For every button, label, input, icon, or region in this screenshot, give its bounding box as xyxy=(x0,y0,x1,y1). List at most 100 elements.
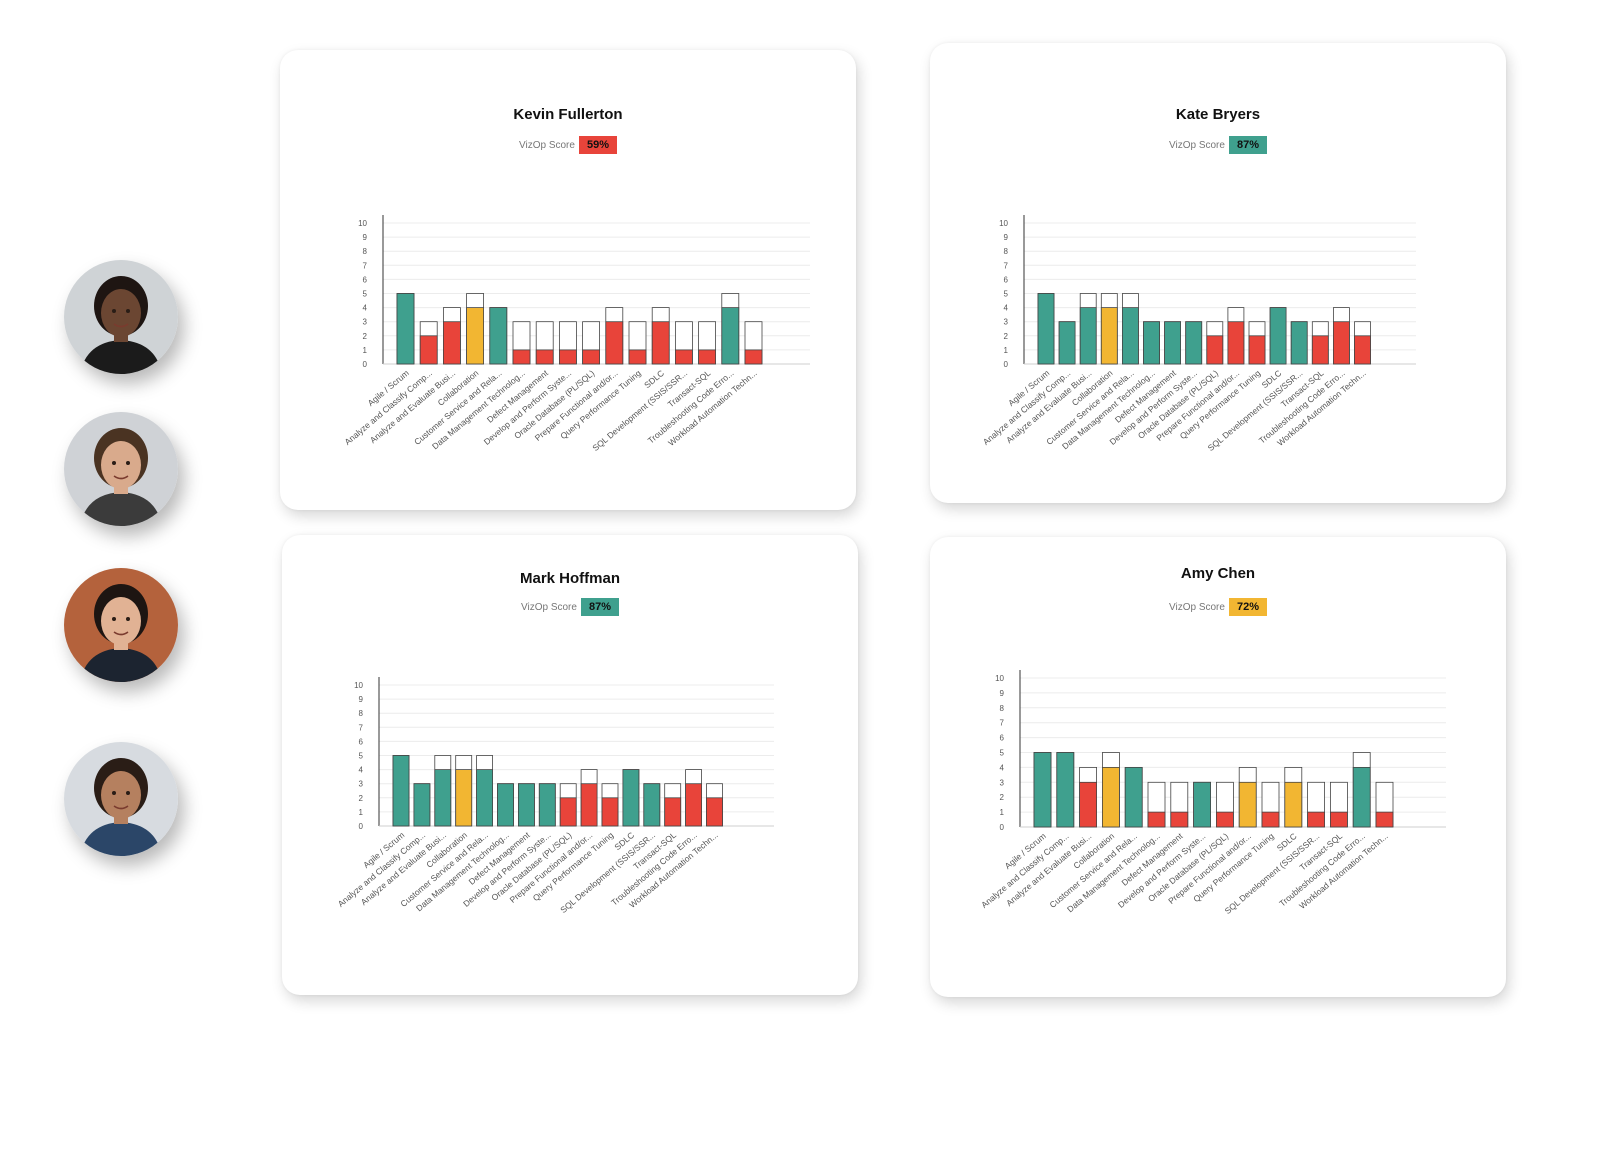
candidate-card-mark-hoffman[interactable]: Mark Hoffman VizOp Score 87% 0 1 2 3 4 5 6 7 8 9 1… xyxy=(282,535,858,995)
y-tick-label: 2 xyxy=(359,794,364,803)
bar-value xyxy=(1332,321,1350,365)
bar-value xyxy=(489,307,508,365)
y-tick-label: 2 xyxy=(1004,332,1009,341)
bar-value xyxy=(1185,321,1203,365)
y-tick-label: 7 xyxy=(1004,261,1009,270)
score-badge: 59% xyxy=(578,136,617,154)
y-tick-label: 7 xyxy=(363,261,368,270)
avatar-man-denim-icon xyxy=(64,742,178,856)
candidate-card-amy-chen[interactable]: Amy Chen VizOp Score 72% 0 1 2 3 4 5 6 7 8 9 10 Agi… xyxy=(930,537,1506,997)
y-tick-label: 0 xyxy=(1000,823,1005,832)
y-tick-label: 1 xyxy=(1000,808,1005,817)
avatar[interactable] xyxy=(64,742,178,856)
bar-value xyxy=(538,783,556,827)
bar-value xyxy=(517,783,535,827)
vizop-score: VizOp Score 87% xyxy=(930,136,1506,154)
y-tick-label: 6 xyxy=(1004,275,1009,284)
bar-value xyxy=(1206,335,1224,365)
score-label: VizOp Score xyxy=(1169,601,1225,613)
candidate-card-kate-bryers[interactable]: Kate Bryers VizOp Score 87% 0 1 2 3 4 5 6 7 8 9 10… xyxy=(930,43,1506,503)
y-tick-label: 5 xyxy=(359,752,364,761)
bar-value xyxy=(1311,335,1329,365)
avatar-eye xyxy=(112,791,116,795)
y-tick-label: 5 xyxy=(1004,290,1009,299)
bar-value xyxy=(582,349,601,365)
bar-value xyxy=(396,293,415,365)
vizop-score: VizOp Score 59% xyxy=(280,136,856,154)
y-tick-label: 2 xyxy=(1000,793,1005,802)
bar-value xyxy=(605,321,624,365)
y-tick-label: 6 xyxy=(359,737,364,746)
bar-value xyxy=(1290,321,1308,365)
bar-value xyxy=(1329,811,1348,828)
bar-value xyxy=(1193,781,1212,828)
y-tick-label: 3 xyxy=(1004,318,1009,327)
candidate-name: Mark Hoffman xyxy=(519,570,620,587)
avatar-shirt xyxy=(80,340,162,374)
bar-value xyxy=(455,769,473,827)
y-tick-label: 4 xyxy=(363,304,368,313)
avatar-smile xyxy=(113,805,129,810)
y-tick-label: 0 xyxy=(359,822,364,831)
avatar-smile xyxy=(113,475,129,480)
y-tick-label: 5 xyxy=(363,290,368,299)
avatar-eye xyxy=(126,309,130,313)
avatar-eye xyxy=(112,309,116,313)
y-tick-label: 5 xyxy=(1000,749,1005,758)
bar-value xyxy=(706,797,723,827)
bar-value xyxy=(512,349,531,365)
bar-value xyxy=(1261,811,1280,828)
bar-value xyxy=(1058,321,1076,365)
y-tick-label: 2 xyxy=(363,332,368,341)
y-tick-label: 4 xyxy=(1004,304,1009,313)
avatar-woman-dark-hair-icon xyxy=(64,568,178,682)
bar-value xyxy=(419,335,438,365)
bar-value xyxy=(651,321,670,365)
avatar-eye xyxy=(126,617,130,621)
candidate-card-kevin-fullerton[interactable]: Kevin Fullerton VizOp Score 59% 0 1 2 3 4 5 6 7… xyxy=(280,50,856,510)
bar-value xyxy=(1100,307,1118,365)
bar-value xyxy=(643,783,661,827)
bar-value xyxy=(476,769,494,827)
bar-value xyxy=(1307,811,1326,828)
y-tick-label: 4 xyxy=(359,766,364,775)
score-badge: 72% xyxy=(1228,598,1267,616)
avatar-eye xyxy=(112,461,116,465)
bar-value xyxy=(1056,752,1075,828)
avatar-face xyxy=(101,441,141,489)
bar-value xyxy=(1375,811,1394,828)
bar-value xyxy=(1354,335,1371,365)
bar-value xyxy=(1124,766,1143,828)
avatar-woman-braids-icon xyxy=(64,260,178,374)
bar-value xyxy=(698,349,717,365)
bar-value xyxy=(1215,811,1234,828)
avatar[interactable] xyxy=(64,412,178,526)
avatar-smile xyxy=(113,631,129,636)
avatar[interactable] xyxy=(64,260,178,374)
y-tick-label: 9 xyxy=(359,695,364,704)
candidate-name: Kate Bryers xyxy=(1175,106,1261,123)
bar-value xyxy=(664,797,682,827)
bar-value xyxy=(497,783,514,827)
bar-value xyxy=(622,769,640,827)
bar-value xyxy=(721,307,740,365)
score-label: VizOp Score xyxy=(521,601,577,613)
avatar-shirt xyxy=(80,822,162,856)
avatar[interactable] xyxy=(64,568,178,682)
bar-value xyxy=(1079,307,1097,365)
y-tick-label: 1 xyxy=(363,346,368,355)
y-tick-label: 1 xyxy=(1004,346,1009,355)
bar-value xyxy=(1352,766,1371,828)
y-tick-label: 10 xyxy=(354,681,363,690)
candidate-name: Kevin Fullerton xyxy=(513,106,623,123)
bar-value xyxy=(558,349,577,365)
bar-value xyxy=(1238,781,1257,828)
avatar-eye xyxy=(112,617,116,621)
bar-value xyxy=(601,797,619,827)
avatar-shirt xyxy=(80,648,162,682)
y-tick-label: 3 xyxy=(1000,778,1005,787)
bar-value xyxy=(1079,781,1098,828)
bar-value xyxy=(559,797,577,827)
